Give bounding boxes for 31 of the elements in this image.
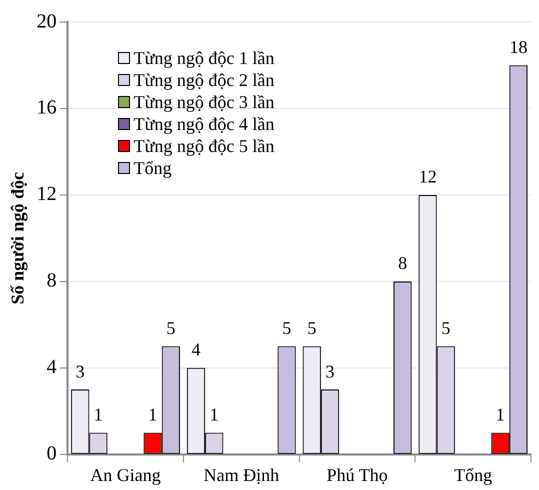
data-label: 1 [94,404,103,425]
data-label: 8 [398,253,408,274]
x-tick-label: Nam Định [204,464,280,485]
data-label: 1 [148,404,158,425]
legend-label: Từng ngộ độc 2 lần [134,69,274,91]
data-label: 1 [496,404,505,425]
y-tick-label: 4 [46,356,57,378]
y-tick-label: 16 [36,96,57,119]
x-tick-label: Phú Thọ [326,464,388,485]
data-label: 3 [76,361,85,382]
data-label: 12 [418,166,437,187]
y-axis-title: Số người ngộ độc [7,172,28,304]
x-tick-label: Tổng [454,464,492,485]
legend-label: Từng ngộ độc 5 lần [134,135,274,157]
y-tick-label: 0 [46,442,57,465]
data-label: 3 [326,361,334,382]
y-tick-label: 12 [36,183,57,206]
legend-label: Từng ngộ độc 1 lần [134,47,274,69]
data-label: 5 [166,318,176,338]
data-label: 5 [307,318,316,338]
legend-label: Tổng [134,157,172,179]
data-label: 1 [210,404,219,425]
y-tick-label: 20 [36,10,57,32]
x-tick-label: An Giang [90,464,161,485]
data-label: 5 [441,318,450,338]
data-label: 18 [509,36,528,57]
y-tick-label: 8 [46,270,57,292]
data-label: 4 [192,340,200,360]
legend-label: Từng ngộ độc 3 lần [134,91,274,113]
legend-label: Từng ngộ độc 4 lần [134,113,274,135]
data-label: 5 [282,318,292,338]
